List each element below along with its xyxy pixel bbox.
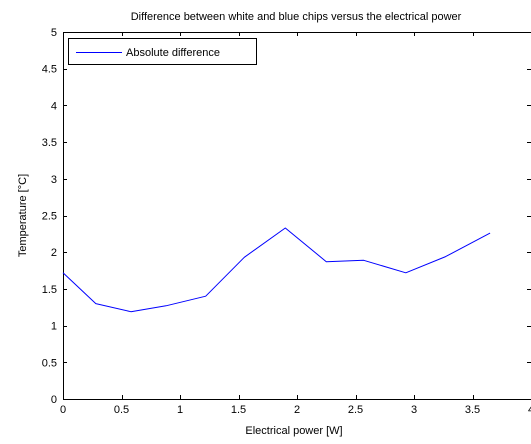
y-tick-label: 4.5 (42, 64, 57, 76)
y-tick-label: 0 (51, 394, 57, 406)
y-tick-label: 2 (51, 247, 57, 259)
y-tick-label: 1.5 (42, 284, 57, 296)
y-tick-label: 3 (51, 174, 57, 186)
x-tick-label: 2 (294, 404, 300, 416)
y-tick-label: 3.5 (42, 137, 57, 149)
x-tick-label: 0 (60, 404, 66, 416)
y-tick-label: 5 (51, 27, 57, 39)
plot-frame (64, 33, 531, 400)
x-tick-label: 2.5 (348, 404, 363, 416)
y-tick-label: 4 (51, 100, 57, 112)
x-tick-label: 1.5 (231, 404, 246, 416)
x-tick-label: 3 (411, 404, 417, 416)
legend: Absolute difference (69, 39, 257, 65)
y-tick-label: 2.5 (42, 211, 57, 223)
axis-ticks: 00.511.522.533.5400.511.522.533.544.55 (42, 27, 531, 416)
plot-area (64, 33, 531, 400)
x-tick-label: 3.5 (465, 404, 480, 416)
chart-title: Difference between white and blue chips … (131, 11, 462, 23)
series-line-absolute-difference (63, 228, 490, 312)
legend-label: Absolute difference (126, 47, 220, 59)
y-axis-title: Temperature [°C] (17, 174, 29, 257)
x-tick-label: 0.5 (114, 404, 129, 416)
y-tick-label: 0.5 (42, 357, 57, 369)
y-tick-label: 1 (51, 321, 57, 333)
x-axis-title: Electrical power [W] (245, 425, 342, 437)
x-tick-label: 1 (177, 404, 183, 416)
series-group (63, 228, 490, 312)
